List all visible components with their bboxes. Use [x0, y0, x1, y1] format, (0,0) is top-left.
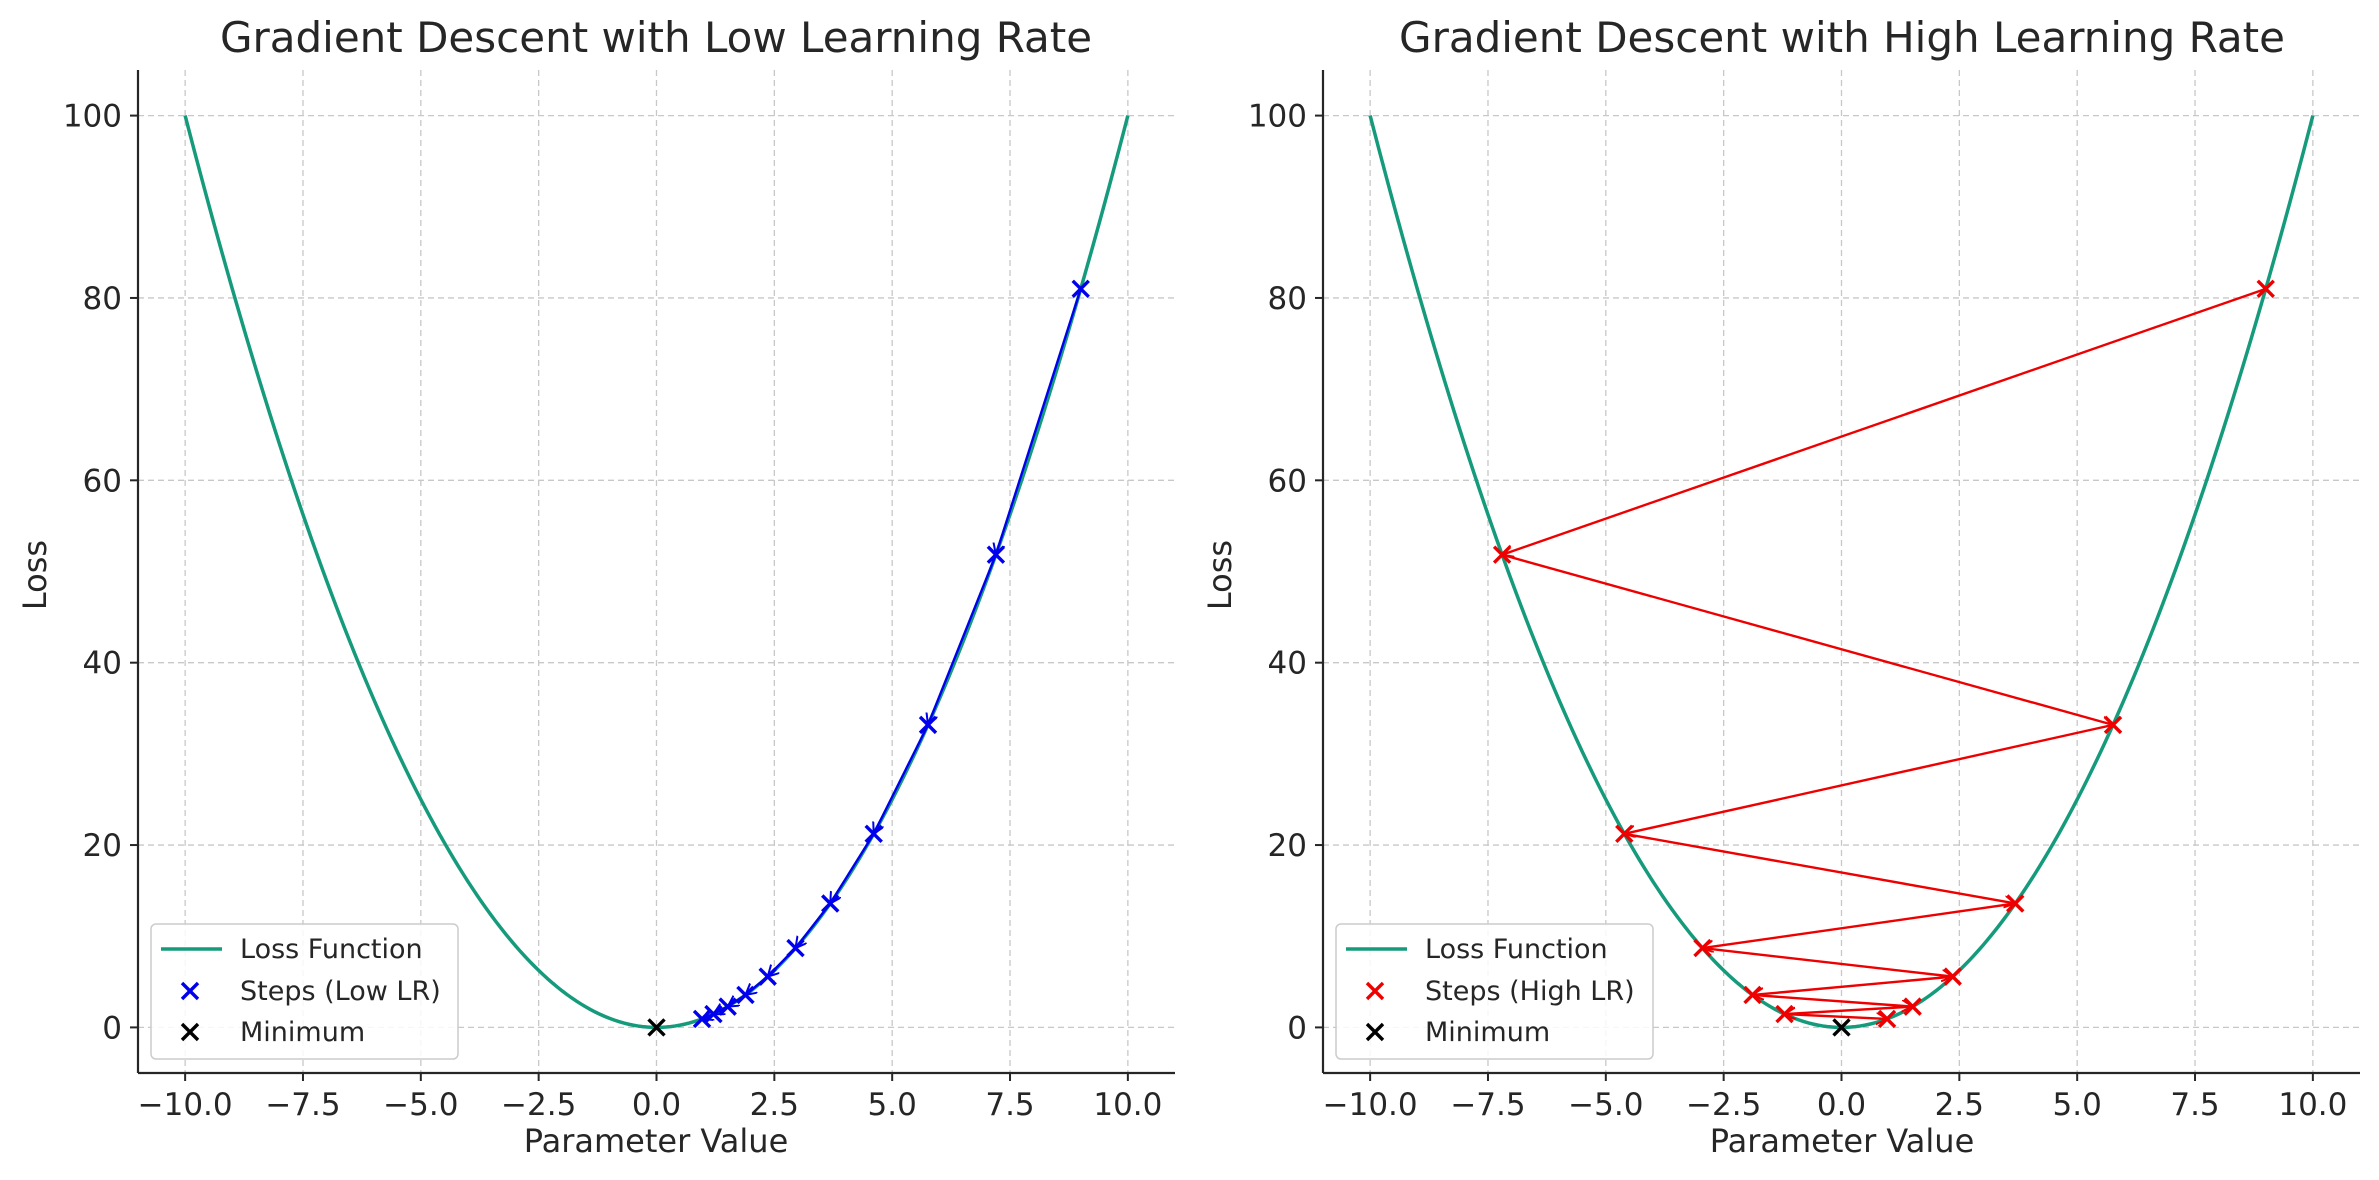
- legend-frame: [150, 923, 459, 1060]
- step-point: [1943, 967, 1962, 986]
- step-point: [2006, 894, 2025, 913]
- x-tick-label: 10.0: [1093, 1087, 1162, 1123]
- legend-steps-swatch: [1365, 981, 1385, 1001]
- step-arrow: [1624, 832, 2015, 904]
- y-tick-label: 100: [1248, 99, 1307, 135]
- x-tick-label: −7.5: [265, 1087, 340, 1123]
- chart-title: Gradient Descent with Low Learning Rate: [220, 13, 1092, 62]
- step-point: [718, 997, 737, 1016]
- y-tick-label: 100: [63, 99, 122, 135]
- step-arrow: [1702, 946, 1952, 977]
- legend-loss-label: Loss Function: [1425, 934, 1608, 965]
- step-arrow: [996, 288, 1082, 555]
- step-arrow: [1785, 1005, 1913, 1014]
- legend: Loss Function Steps (High LR) Minimum: [1335, 923, 1654, 1060]
- step-arrow: [1702, 902, 2016, 948]
- legend-loss-label: Loss Function: [240, 934, 423, 965]
- step-markers-layer: [1492, 279, 2275, 1037]
- x-tick-label: 0.0: [632, 1087, 681, 1123]
- step-point: [758, 967, 777, 986]
- minimum-point: [647, 1018, 666, 1037]
- x-tick-label: 2.5: [750, 1087, 799, 1123]
- step-arrow: [874, 724, 930, 834]
- x-tick-label: 7.5: [985, 1087, 1034, 1123]
- step-arrow: [928, 554, 997, 725]
- x-tick-label: −7.5: [1450, 1087, 1525, 1123]
- step-markers-layer: [647, 279, 1090, 1037]
- y-axis-label: Loss: [1201, 540, 1239, 610]
- x-tick-label: 5.0: [868, 1087, 917, 1123]
- step-point: [1693, 938, 1712, 958]
- step-arrow: [1501, 553, 2113, 725]
- y-tick-label: 60: [1268, 463, 1307, 499]
- step-point: [736, 985, 755, 1005]
- x-tick-label: −5.0: [1568, 1087, 1643, 1123]
- step-point: [704, 1004, 723, 1024]
- step-point: [2103, 715, 2123, 735]
- grid: [138, 70, 1175, 1073]
- x-axis-label: Parameter Value: [1710, 1122, 1975, 1160]
- step-point: [1492, 545, 1512, 564]
- x-tick-label: −10.0: [138, 1087, 233, 1123]
- step-arrows-layer: [702, 288, 1082, 1019]
- x-tick-label: −2.5: [1686, 1087, 1761, 1123]
- y-tick-label: 0: [1287, 1010, 1307, 1046]
- legend: Loss Function Steps (Low LR) Minimum: [150, 923, 459, 1060]
- high-lr-chart: Gradient Descent with High Learning Rate…: [1201, 13, 2360, 1160]
- step-point: [986, 545, 1006, 564]
- x-tick-label: 5.0: [2053, 1087, 2102, 1123]
- chart-title: Gradient Descent with High Learning Rate: [1399, 13, 2285, 62]
- step-arrow: [830, 833, 875, 904]
- legend-steps-label: Steps (Low LR): [240, 976, 441, 1007]
- step-arrow: [1624, 723, 2114, 834]
- x-tick-label: 0.0: [1817, 1087, 1866, 1123]
- x-tick-label: −2.5: [501, 1087, 576, 1123]
- legend-minimum-label: Minimum: [240, 1017, 365, 1048]
- step-point: [918, 715, 938, 735]
- step-arrow: [1784, 1014, 1887, 1019]
- axes: −10.0 −7.5 −5.0 −2.5 0.0 2.5 5.0 7.5 10.0 0 20 40 60…: [1248, 70, 2360, 1123]
- y-tick-label: 80: [83, 281, 122, 317]
- legend-frame: [1335, 923, 1654, 1060]
- y-tick-label: 40: [83, 646, 122, 682]
- y-tick-label: 60: [83, 463, 122, 499]
- step-arrow: [1752, 993, 1913, 1007]
- y-tick-label: 20: [1268, 828, 1307, 864]
- low-lr-chart: Gradient Descent with Low Learning Rate …: [16, 13, 1175, 1160]
- step-point: [821, 894, 840, 913]
- step-point: [1775, 1004, 1794, 1024]
- x-tick-label: −5.0: [383, 1087, 458, 1123]
- y-tick-label: 0: [102, 1010, 122, 1046]
- x-tick-label: 10.0: [2278, 1087, 2347, 1123]
- x-tick-label: −10.0: [1323, 1087, 1418, 1123]
- step-point: [1903, 997, 1922, 1016]
- axes: −10.0 −7.5 −5.0 −2.5 0.0 2.5 5.0 7.5 10.0 0 20 40 60…: [63, 70, 1175, 1123]
- y-tick-label: 80: [1268, 281, 1307, 317]
- step-arrow: [1753, 975, 1953, 995]
- step-point: [864, 824, 883, 844]
- x-tick-label: 2.5: [1935, 1087, 1984, 1123]
- step-point: [692, 1009, 712, 1029]
- y-tick-label: 40: [1268, 646, 1307, 682]
- x-tick-label: 7.5: [2170, 1087, 2219, 1123]
- step-arrow: [1502, 287, 2267, 555]
- y-tick-label: 20: [83, 828, 122, 864]
- step-point: [1877, 1009, 1897, 1029]
- legend-minimum-label: Minimum: [1425, 1017, 1550, 1048]
- legend-minimum-swatch: [1365, 1022, 1385, 1042]
- step-point: [1071, 279, 1090, 299]
- grid: [1323, 70, 2360, 1073]
- minimum-point: [1832, 1018, 1851, 1037]
- legend-steps-label: Steps (High LR): [1425, 976, 1635, 1007]
- legend-steps-swatch: [180, 981, 200, 1001]
- legend-minimum-swatch: [180, 1022, 200, 1042]
- step-point: [786, 938, 805, 958]
- step-point: [2256, 279, 2275, 299]
- step-point: [1743, 985, 1762, 1005]
- x-axis-label: Parameter Value: [524, 1122, 789, 1160]
- y-axis-label: Loss: [16, 540, 54, 610]
- step-point: [1615, 824, 1634, 844]
- step-arrows-layer: [1501, 287, 2267, 1019]
